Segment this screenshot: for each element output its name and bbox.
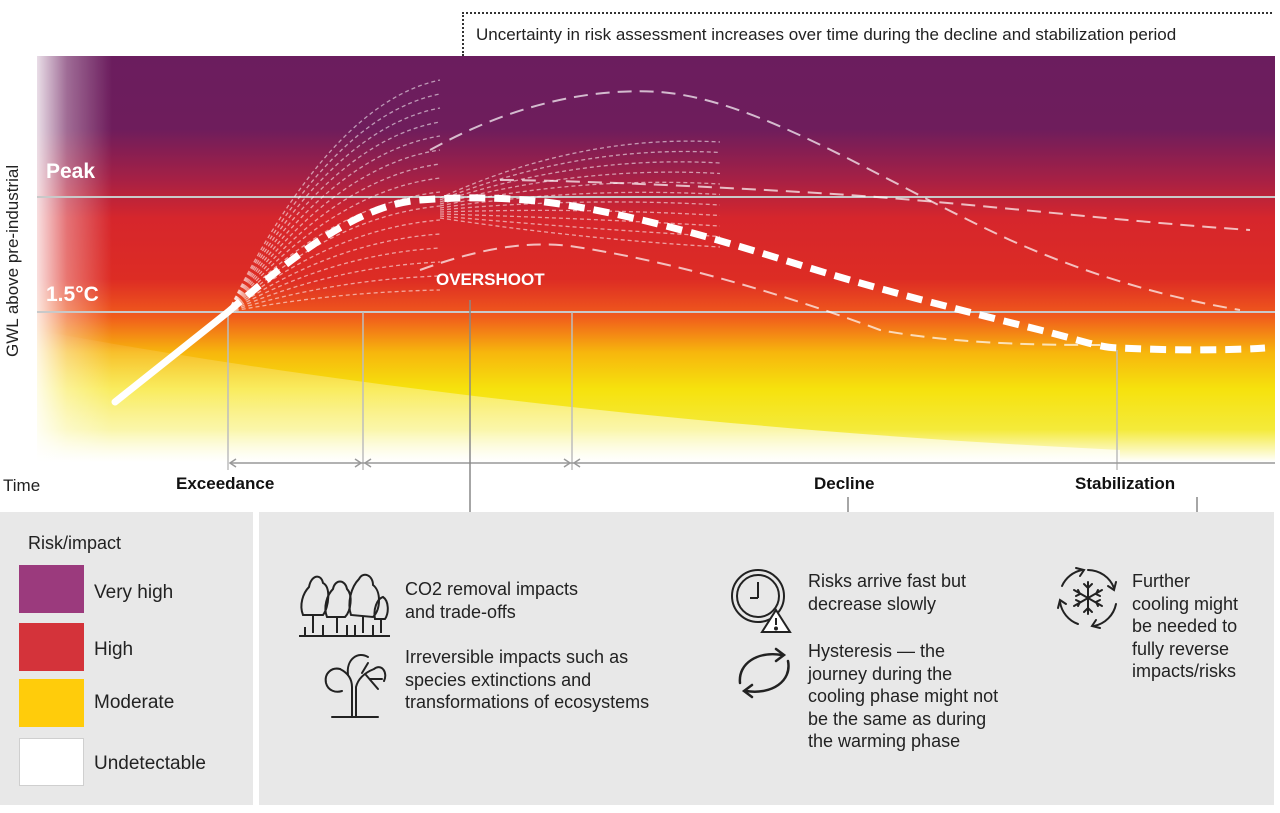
dead-tree-icon [324,654,387,718]
fan-line [439,161,721,203]
phase-decline: Decline [814,474,875,493]
fan-line [227,135,441,313]
fan-line [227,79,441,313]
fan-line [439,213,721,227]
legend-swatch-high [19,623,84,671]
note-connectors [464,300,1203,543]
fan-line [439,201,721,211]
fan-line [227,149,441,313]
uncertainty-bracket [462,12,1272,56]
phase-stabilization: Stabilization [1075,474,1176,493]
fan-line [227,93,441,313]
note-further-cooling: Further cooling might be needed to fully… [1132,571,1239,681]
phase-exceedance: Exceedance [176,474,275,493]
fan-line [439,217,721,248]
fan-line [227,233,441,313]
fan-line [227,205,441,313]
note-irreversible: Irreversible impacts such as species ext… [405,647,650,712]
threshold-label: 1.5°C [46,283,99,306]
fan-line [227,247,441,313]
fan-line [227,289,441,313]
legend-label-undetectable: Undetectable [94,753,206,774]
snowflake-cycle-icon [1057,567,1117,629]
main-overshoot-pathway [225,194,1266,354]
note-risks: Risks arrive fast but decrease slowly [808,571,967,614]
peak-label: Peak [46,160,96,183]
fan-line [439,215,721,238]
fan-line [439,150,721,201]
fan-line [439,140,721,199]
legend-swatch-very-high [19,565,84,613]
fan-line [227,121,441,313]
legend-swatch-undetectable [19,738,84,786]
cycle-arrows-icon [738,647,790,699]
forest-icon [299,573,390,637]
alternative-trajectories [419,90,1251,346]
uncertainty-note: Uncertainty in risk assessment increases… [476,25,1177,44]
fan-line [227,275,441,313]
historical-warming-line [111,308,232,406]
legend-label-very-high: Very high [94,582,174,603]
legend-label-moderate: Moderate [94,692,175,713]
left-fade [37,56,337,462]
clock-warning-icon [731,569,792,633]
timeline-arrows [228,458,1275,468]
fan-line [227,107,441,313]
note-hysteresis: Hysteresis — the journey during the cool… [808,641,999,751]
fan-line [227,261,441,313]
fan-line [439,191,721,209]
fan-line [227,177,441,313]
fan-line [227,163,441,313]
legend-swatch-moderate [19,679,84,727]
risk-overshoot-diagram [37,56,1275,470]
overshoot-label: OVERSHOOT [436,270,545,289]
notes-panel [259,512,1274,805]
fan-line [227,219,441,313]
phase-markers [227,312,1118,470]
x-axis-label: Time [3,476,41,495]
uncertainty-fan-early [227,79,441,313]
legend-title: Risk/impact [28,533,122,553]
note-co2-removal: CO2 removal impacts and trade-offs [405,579,579,622]
legend-label-high: High [94,639,134,660]
